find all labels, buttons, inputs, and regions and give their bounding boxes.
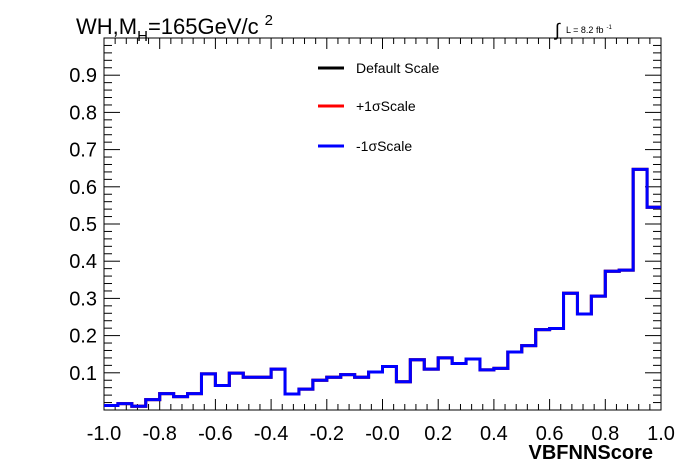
x-axis-title: VBFNNScore bbox=[529, 442, 653, 464]
y-tick-label: 0.2 bbox=[69, 326, 97, 348]
luminosity-label: L = 8.2 fb -1 bbox=[566, 25, 612, 35]
x-tick-label: 0.2 bbox=[424, 423, 452, 445]
y-tick-label: 0.4 bbox=[69, 251, 97, 273]
x-tick-label: -0.2 bbox=[310, 423, 344, 445]
y-tick-label: 0.1 bbox=[69, 363, 97, 385]
legend-label: Default Scale bbox=[356, 60, 439, 76]
chart-title: WH,MH=165GeV/c 2 bbox=[76, 12, 273, 45]
axis-ticks bbox=[103, 38, 662, 410]
x-tick-label: -0.4 bbox=[254, 423, 288, 445]
x-tick-label: 0.6 bbox=[536, 423, 564, 445]
x-tick-label: 1.0 bbox=[647, 423, 675, 445]
title-subscript: H bbox=[137, 28, 148, 45]
luminosity-superscript: -1 bbox=[606, 25, 612, 31]
y-tick-labels: 0.1 0.2 0.3 0.4 0.5 0.6 0.7 0.8 0.9 bbox=[69, 65, 97, 385]
y-tick-label: 0.8 bbox=[69, 102, 97, 124]
x-tick-label: -0.6 bbox=[198, 423, 232, 445]
y-tick-label: 0.6 bbox=[69, 177, 97, 199]
y-tick-label: 0.7 bbox=[69, 140, 97, 162]
y-tick-label: 0.3 bbox=[69, 288, 97, 310]
x-tick-label: -1.0 bbox=[87, 423, 121, 445]
series-group bbox=[104, 167, 661, 408]
x-tick-label: 0.4 bbox=[480, 423, 508, 445]
x-tick-label: -0.0 bbox=[365, 423, 399, 445]
series-line--1-scale bbox=[104, 167, 661, 408]
legend-label: -1σScale bbox=[356, 138, 412, 154]
y-tick-label: 0.9 bbox=[69, 65, 97, 87]
x-tick-label: -0.8 bbox=[142, 423, 176, 445]
luminosity-integral: ∫ bbox=[553, 20, 561, 40]
x-tick-label: 0.8 bbox=[591, 423, 619, 445]
luminosity-text: L = 8.2 fb bbox=[566, 25, 603, 35]
title-prefix: WH,M bbox=[76, 14, 137, 39]
legend-label: +1σScale bbox=[356, 98, 416, 114]
title-superscript: 2 bbox=[265, 12, 273, 29]
title-middle: =165GeV/c bbox=[148, 14, 259, 39]
legend: Default Scale +1σScale -1σScale bbox=[318, 60, 439, 154]
y-tick-label: 0.5 bbox=[69, 214, 97, 236]
x-tick-labels: -1.0 -0.8 -0.6 -0.4 -0.2 -0.0 0.2 0.4 0.6 0.8 1.0 bbox=[87, 423, 675, 445]
